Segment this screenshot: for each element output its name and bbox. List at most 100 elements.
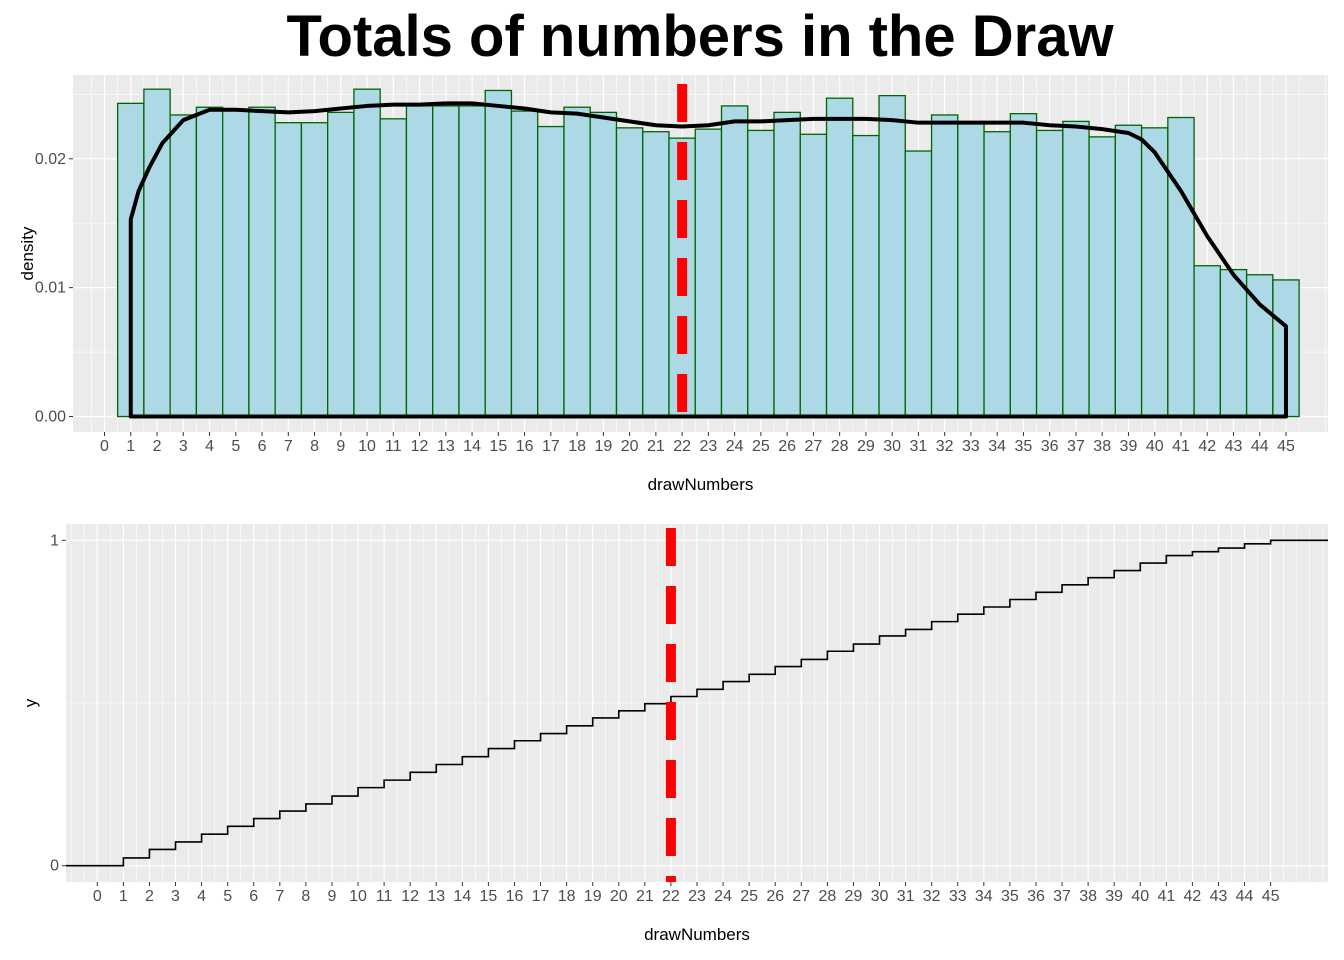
x-tick-label: 0 (93, 888, 102, 905)
ecdf-step-line (66, 539, 1328, 867)
x-tick-label: 5 (223, 888, 232, 905)
histogram-bar (1140, 127, 1169, 418)
histogram-bar (1088, 136, 1116, 418)
x-tick-label: 30 (883, 438, 901, 455)
x-tick-label: 32 (923, 888, 941, 905)
histogram-bar (825, 97, 854, 418)
x-tick-label: 21 (636, 888, 654, 905)
x-tick-label: 3 (171, 888, 180, 905)
x-tick-label: 32 (936, 438, 954, 455)
histogram-bar (274, 122, 303, 418)
histogram-bar (405, 105, 434, 418)
histogram-bar (983, 131, 1011, 418)
x-tick-label: 33 (949, 888, 967, 905)
x-axis-title: drawNumbers (648, 475, 754, 494)
histogram-bar (904, 150, 933, 418)
ecdf-panel: 0 1 2 3 4 5 6 7 8 9 10 11 12 13 14 15 16 17 18 19 20 21 22 23 24… (21, 524, 1328, 944)
histogram-bar (878, 94, 906, 418)
x-tick-label: 8 (310, 438, 319, 455)
x-tick-label: 1 (126, 438, 135, 455)
histogram-bar (589, 111, 618, 418)
x-tick-label: 20 (621, 438, 639, 455)
y-axis-title: density (18, 226, 37, 280)
x-tick-label: 18 (568, 438, 586, 455)
x-tick-label: 35 (1001, 888, 1019, 905)
x-tick-label: 45 (1262, 888, 1280, 905)
x-tick-label: 29 (845, 888, 863, 905)
x-tick-label: 39 (1120, 438, 1138, 455)
x-tick-label: 43 (1225, 438, 1243, 455)
x-tick-label: 35 (1015, 438, 1033, 455)
histogram-bar (694, 128, 723, 418)
histogram-bar (510, 110, 539, 418)
x-tick-label: 28 (818, 888, 836, 905)
x-tick-label: 33 (962, 438, 980, 455)
x-tick-label: 7 (275, 888, 284, 905)
x-tick-label: 27 (804, 438, 822, 455)
histogram-bar (1035, 129, 1064, 418)
x-tick-label: 14 (453, 888, 471, 905)
x-tick-label: 43 (1210, 888, 1228, 905)
y-tick-label: 0 (50, 858, 59, 875)
histogram-bar (537, 125, 565, 418)
x-tick-label: 7 (284, 438, 293, 455)
x-tick-label: 41 (1172, 438, 1190, 455)
x-tick-label: 38 (1079, 888, 1097, 905)
x-tick-label: 37 (1053, 888, 1071, 905)
histogram-bar (852, 134, 880, 418)
x-tick-label: 19 (584, 888, 602, 905)
histogram-bar (1114, 124, 1143, 418)
x-tick-label: 26 (766, 888, 784, 905)
y-tick-label: 1 (50, 532, 59, 549)
histogram-bar (773, 111, 801, 418)
x-tick-label: 23 (688, 888, 706, 905)
x-tick-label: 45 (1277, 438, 1295, 455)
y-tick-label: 0.00 (35, 409, 66, 426)
histogram-bar (720, 105, 749, 418)
y-tick-label: 0.01 (35, 280, 66, 297)
histogram-panel: 0 1 2 3 4 5 6 7 8 9 10 11 12 13 14 15 16 17 18 19 20 21 22 23 24… (18, 75, 1328, 494)
chart-title: Totals of numbers in the Draw (286, 4, 1114, 69)
x-tick-label: 41 (1157, 888, 1175, 905)
histogram-bar (222, 109, 250, 418)
histogram-bar (484, 89, 513, 418)
x-tick-label: 6 (249, 888, 258, 905)
x-tick-label: 16 (516, 438, 534, 455)
x-tick-label: 20 (610, 888, 628, 905)
y-axis-title: y (21, 698, 40, 707)
x-tick-label: 15 (480, 888, 498, 905)
histogram-bar (248, 106, 276, 418)
x-tick-label: 9 (328, 888, 337, 905)
histogram-bar (1062, 120, 1090, 418)
x-tick-label: 8 (301, 888, 310, 905)
x-tick-label: 13 (427, 888, 445, 905)
x-tick-label: 30 (871, 888, 889, 905)
x-tick-label: 21 (647, 438, 665, 455)
x-tick-label: 11 (385, 438, 402, 455)
x-tick-label: 10 (358, 438, 376, 455)
x-tick-label: 31 (910, 438, 928, 455)
x-tick-label: 28 (831, 438, 849, 455)
x-tick-label: 22 (662, 888, 680, 905)
x-tick-label: 36 (1041, 438, 1059, 455)
x-tick-label: 36 (1027, 888, 1045, 905)
x-tick-label: 26 (778, 438, 796, 455)
x-tick-label: 40 (1131, 888, 1149, 905)
x-tick-label: 16 (506, 888, 524, 905)
x-tick-label: 2 (145, 888, 154, 905)
histogram-bar (1193, 265, 1222, 418)
x-tick-label: 1 (119, 888, 128, 905)
x-tick-label: 25 (740, 888, 758, 905)
x-tick-label: 0 (100, 438, 109, 455)
x-tick-label: 4 (197, 888, 206, 905)
x-tick-label: 22 (673, 438, 691, 455)
x-tick-label: 13 (437, 438, 455, 455)
x-tick-label: 38 (1093, 438, 1111, 455)
x-tick-label: 29 (857, 438, 875, 455)
histogram-bar (642, 131, 670, 418)
x-tick-label: 6 (258, 438, 267, 455)
x-tick-label: 14 (463, 438, 481, 455)
x-tick-label: 39 (1105, 888, 1123, 905)
histogram-bar (327, 111, 355, 418)
density-curve (128, 101, 1288, 419)
